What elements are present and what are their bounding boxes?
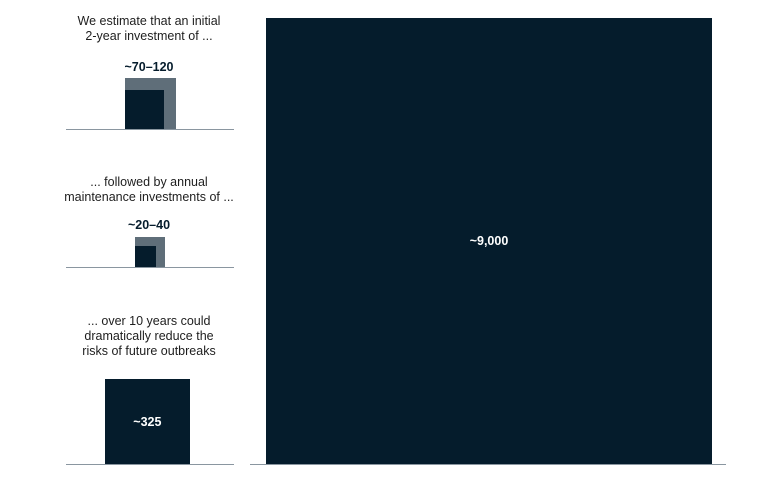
panel-1-value-label: ~70–120 — [124, 60, 174, 74]
panel-1-baseline — [66, 129, 234, 130]
big-square-baseline — [250, 464, 726, 465]
panel-2-low-box — [135, 245, 157, 267]
panel-2-caption: ... followed by annual maintenance inves… — [40, 175, 258, 205]
panel-1-caption-line-2: 2-year investment of ... — [85, 29, 213, 43]
panel-1-caption-line-1: We estimate that an initial — [77, 14, 221, 28]
panel-3-box — [105, 379, 190, 464]
panel-3-baseline — [66, 464, 234, 465]
panel-3-caption: ... over 10 years could dramatically red… — [40, 314, 258, 359]
panel-1-low-box — [125, 89, 165, 129]
big-square — [266, 18, 712, 464]
panel-2-caption-line-1: ... followed by annual — [90, 175, 208, 189]
panel-3-caption-line-1: ... over 10 years could — [87, 314, 211, 328]
panel-2-caption-line-2: maintenance investments of ... — [64, 190, 234, 204]
panel-3-value-label: ~325 — [133, 414, 162, 429]
panel-3-caption-line-3: risks of future outbreaks — [82, 344, 216, 358]
panel-3-caption-line-2: dramatically reduce the — [84, 329, 214, 343]
big-square-value-label: ~9,000 — [469, 234, 509, 248]
panel-2-baseline — [66, 267, 234, 268]
panel-2-value-label: ~20–40 — [127, 218, 171, 232]
panel-1-caption: We estimate that an initial 2-year inves… — [40, 14, 258, 44]
